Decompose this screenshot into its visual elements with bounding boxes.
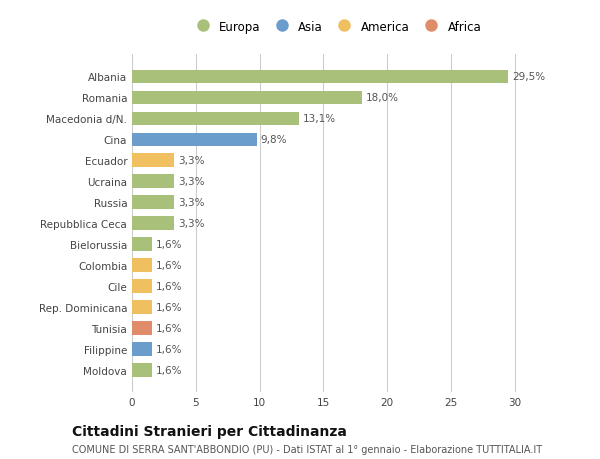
Bar [132, 70, 508, 84]
Text: 1,6%: 1,6% [156, 261, 183, 271]
Text: 3,3%: 3,3% [178, 177, 205, 187]
Bar [132, 238, 152, 252]
Text: 1,6%: 1,6% [156, 240, 183, 250]
Bar [132, 175, 174, 189]
Bar [132, 154, 174, 168]
Text: 18,0%: 18,0% [365, 93, 398, 103]
Text: 13,1%: 13,1% [303, 114, 336, 124]
Text: 1,6%: 1,6% [156, 365, 183, 375]
Text: COMUNE DI SERRA SANT'ABBONDIO (PU) - Dati ISTAT al 1° gennaio - Elaborazione TUT: COMUNE DI SERRA SANT'ABBONDIO (PU) - Dat… [72, 444, 542, 454]
Bar [132, 364, 152, 377]
Bar [132, 342, 152, 356]
Text: 9,8%: 9,8% [261, 135, 287, 145]
Bar [132, 196, 174, 210]
Bar [132, 280, 152, 293]
Text: Cittadini Stranieri per Cittadinanza: Cittadini Stranieri per Cittadinanza [72, 425, 347, 438]
Bar [132, 259, 152, 273]
Legend: Europa, Asia, America, Africa: Europa, Asia, America, Africa [191, 21, 481, 34]
Bar [132, 322, 152, 335]
Text: 3,3%: 3,3% [178, 198, 205, 208]
Text: 1,6%: 1,6% [156, 344, 183, 354]
Text: 1,6%: 1,6% [156, 324, 183, 333]
Bar [132, 301, 152, 314]
Text: 29,5%: 29,5% [512, 72, 545, 82]
Bar [132, 91, 361, 105]
Bar [132, 217, 174, 230]
Bar [132, 112, 299, 126]
Text: 1,6%: 1,6% [156, 281, 183, 291]
Text: 1,6%: 1,6% [156, 302, 183, 313]
Text: 3,3%: 3,3% [178, 219, 205, 229]
Bar [132, 133, 257, 147]
Text: 3,3%: 3,3% [178, 156, 205, 166]
